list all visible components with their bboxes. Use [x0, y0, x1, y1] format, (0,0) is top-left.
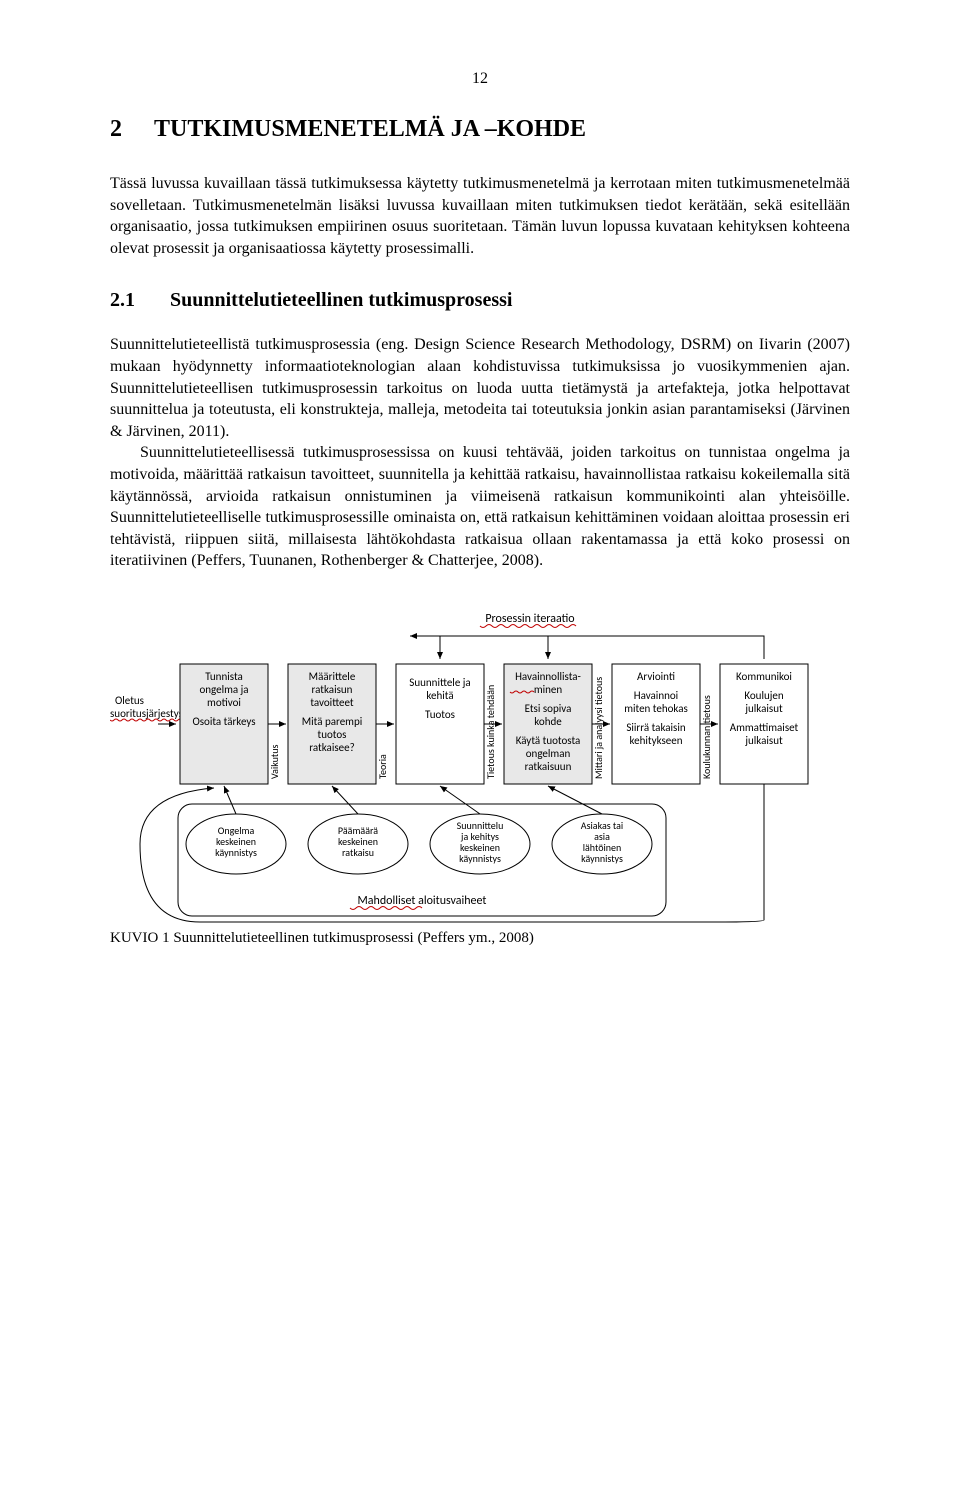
svg-text:Prosessin iteraatio: Prosessin iteraatio	[485, 612, 574, 626]
figure-caption: KUVIO 1 Suunnittelutieteellinen tutkimus…	[110, 930, 850, 947]
svg-text:käynnistys: käynnistys	[215, 846, 257, 859]
svg-text:Oletus: Oletus	[115, 694, 144, 707]
svg-text:ratkaisuun: ratkaisuun	[525, 760, 572, 773]
process-diagram: Prosessin iteraatio Oletussuoritusjärjest…	[110, 604, 850, 924]
svg-text:miten tehokas: miten tehokas	[624, 702, 688, 715]
svg-text:Tietous kuinka tehdään: Tietous kuinka tehdään	[484, 685, 497, 779]
svg-text:Kommunikoi: Kommunikoi	[736, 670, 792, 683]
svg-text:Osoita tärkeys: Osoita tärkeys	[192, 715, 255, 728]
body-para-1: Suunnittelutieteellistä tutkimusprosessi…	[110, 334, 850, 442]
svg-text:Teoria: Teoria	[376, 754, 389, 779]
svg-text:Arviointi: Arviointi	[637, 670, 675, 683]
svg-text:ratkaisee?: ratkaisee?	[309, 741, 354, 754]
svg-text:Vaikutus: Vaikutus	[268, 744, 281, 778]
chapter-number: 2	[110, 116, 154, 143]
body-para-2: Suunnittelutieteellisessä tutkimusproses…	[110, 442, 850, 572]
section-heading: 2.1 Suunnittelutieteellinen tutkimuspros…	[110, 289, 850, 312]
svg-text:suoritusjärjestys: suoritusjärjestys	[110, 707, 183, 720]
svg-text:tavoitteet: tavoitteet	[310, 696, 354, 709]
svg-text:käynnistys: käynnistys	[581, 852, 623, 865]
svg-text:motivoi: motivoi	[207, 696, 241, 709]
svg-text:Siirrä takaisin: Siirrä takaisin	[626, 721, 686, 734]
svg-text:Etsi sopiva: Etsi sopiva	[525, 702, 572, 715]
chapter-title-text: TUTKIMUSMENETELMÄ JA –KOHDE	[154, 116, 850, 143]
svg-text:Määrittele: Määrittele	[309, 670, 356, 683]
svg-text:ongelman: ongelman	[526, 747, 571, 760]
svg-text:kehitä: kehitä	[426, 689, 453, 702]
svg-text:Käytä tuotosta: Käytä tuotosta	[516, 734, 581, 747]
svg-text:ratkaisu: ratkaisu	[342, 846, 374, 859]
svg-text:Havainnollista-: Havainnollista-	[515, 670, 581, 683]
svg-text:julkaisut: julkaisut	[744, 734, 783, 747]
svg-text:Mahdolliset aloitusvaiheet: Mahdolliset aloitusvaiheet	[358, 894, 487, 908]
intro-paragraph: Tässä luvussa kuvaillaan tässä tutkimuks…	[110, 173, 850, 259]
svg-text:tuotos: tuotos	[318, 728, 347, 741]
figure-1: Prosessin iteraatio Oletussuoritusjärjest…	[110, 604, 850, 947]
svg-text:julkaisut: julkaisut	[744, 702, 783, 715]
svg-text:Tunnista: Tunnista	[205, 670, 243, 683]
page: 12 2 TUTKIMUSMENETELMÄ JA –KOHDE Tässä l…	[0, 0, 960, 1025]
svg-text:Mitä parempi: Mitä parempi	[302, 715, 363, 728]
page-number: 12	[110, 70, 850, 88]
svg-text:ratkaisun: ratkaisun	[312, 683, 353, 696]
chapter-heading: 2 TUTKIMUSMENETELMÄ JA –KOHDE	[110, 116, 850, 143]
svg-text:ongelma ja: ongelma ja	[199, 683, 248, 696]
section-number: 2.1	[110, 289, 170, 312]
svg-text:Suunnittele ja: Suunnittele ja	[409, 676, 470, 689]
section-title-text: Suunnittelutieteellinen tutkimusprosessi	[170, 289, 512, 312]
svg-text:Havainnoi: Havainnoi	[634, 689, 678, 702]
svg-text:Koulujen: Koulujen	[744, 689, 784, 702]
svg-text:minen: minen	[534, 683, 563, 696]
svg-text:kehitykseen: kehitykseen	[629, 734, 682, 747]
svg-text:käynnistys: käynnistys	[459, 852, 501, 865]
svg-text:Tuotos: Tuotos	[425, 708, 455, 721]
svg-text:Koulukunnan tietous: Koulukunnan tietous	[700, 695, 713, 779]
svg-text:kohde: kohde	[534, 715, 562, 728]
body-paragraphs: Suunnittelutieteellistä tutkimusprosessi…	[110, 334, 850, 572]
svg-text:Ammattimaiset: Ammattimaiset	[730, 721, 799, 734]
svg-text:Mittari ja analyysi tietous: Mittari ja analyysi tietous	[592, 677, 605, 779]
